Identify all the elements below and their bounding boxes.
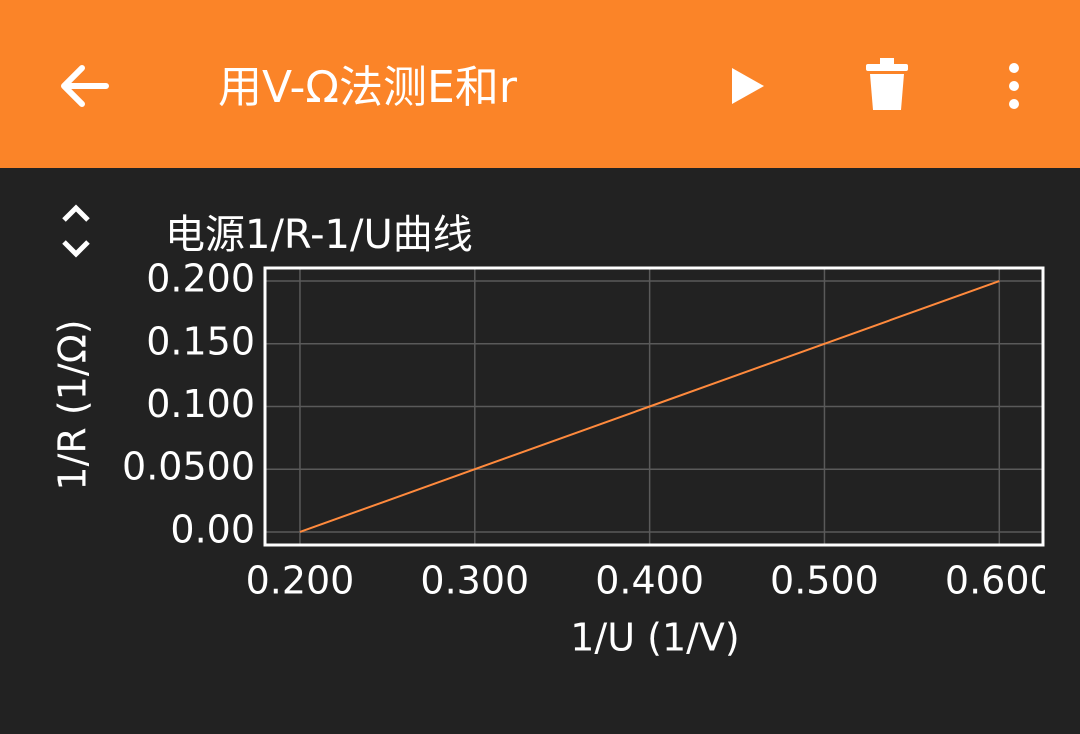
toolbar-title: 用V-Ω法测E和r <box>218 62 518 113</box>
y-tick-label: 0.00 <box>170 507 255 551</box>
chart-title: 电源1/R-1/U曲线 <box>165 212 473 258</box>
x-axis-label: 1/U (1/V) <box>570 616 740 660</box>
x-tick-labels: 0.200 0.300 0.400 0.500 0.600 <box>246 559 1054 603</box>
play-button[interactable] <box>732 68 764 104</box>
x-tick-label: 0.600 <box>945 559 1054 603</box>
x-tick-label: 0.400 <box>595 559 704 603</box>
y-tick-label: 0.200 <box>146 257 255 301</box>
toolbar <box>0 0 1080 168</box>
y-tick-label: 0.150 <box>146 319 255 363</box>
expand-button[interactable] <box>62 204 90 258</box>
y-tick-label: 0.0500 <box>122 445 255 489</box>
x-tick-label: 0.300 <box>420 559 529 603</box>
back-button[interactable] <box>61 65 109 107</box>
x-tick-label: 0.500 <box>770 559 879 603</box>
data-line <box>299 280 1000 533</box>
delete-button[interactable] <box>866 58 908 110</box>
x-tick-label: 0.200 <box>246 559 355 603</box>
plot-frame <box>263 266 1045 547</box>
more-button[interactable] <box>1009 63 1019 109</box>
y-tick-label: 0.100 <box>146 382 255 426</box>
y-axis-label: 1/R (1/Ω) <box>51 319 95 490</box>
